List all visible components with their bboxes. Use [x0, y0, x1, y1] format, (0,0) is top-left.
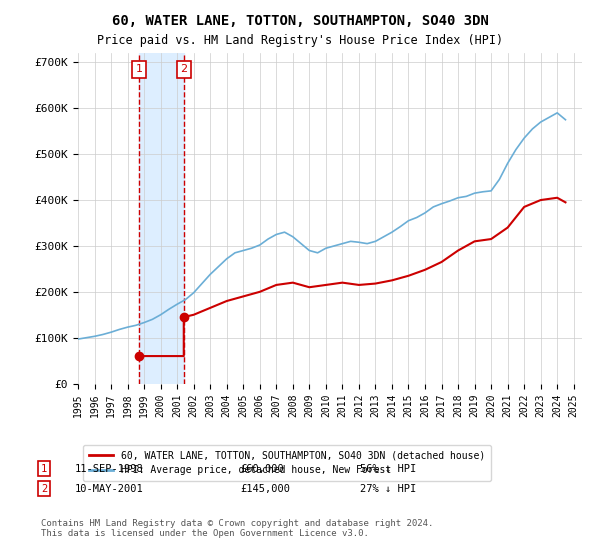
Text: £145,000: £145,000 [240, 484, 290, 494]
Text: 11-SEP-1998: 11-SEP-1998 [75, 464, 144, 474]
Text: 1: 1 [41, 464, 47, 474]
Bar [139, 53, 184, 384]
Legend: 60, WATER LANE, TOTTON, SOUTHAMPTON, SO40 3DN (detached house), HPI: Average pri: 60, WATER LANE, TOTTON, SOUTHAMPTON, SO4… [83, 445, 491, 481]
Text: 10-MAY-2001: 10-MAY-2001 [75, 484, 144, 494]
Text: £60,000: £60,000 [240, 464, 284, 474]
Text: 2: 2 [180, 64, 187, 74]
Text: 27% ↓ HPI: 27% ↓ HPI [360, 484, 416, 494]
Text: Price paid vs. HM Land Registry's House Price Index (HPI): Price paid vs. HM Land Registry's House … [97, 34, 503, 46]
Text: 2: 2 [41, 484, 47, 494]
Text: 60, WATER LANE, TOTTON, SOUTHAMPTON, SO40 3DN: 60, WATER LANE, TOTTON, SOUTHAMPTON, SO4… [112, 14, 488, 28]
Text: Contains HM Land Registry data © Crown copyright and database right 2024.
This d: Contains HM Land Registry data © Crown c… [41, 519, 433, 539]
Text: 1: 1 [136, 64, 143, 74]
Text: 56% ↓ HPI: 56% ↓ HPI [360, 464, 416, 474]
